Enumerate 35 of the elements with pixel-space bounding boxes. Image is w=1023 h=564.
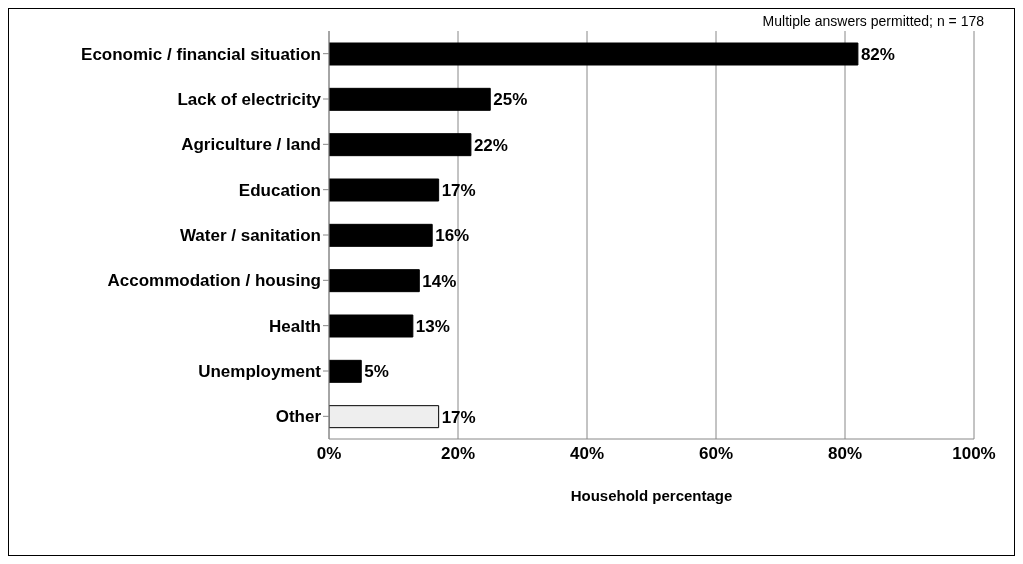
y-tick-label: Accommodation / housing bbox=[107, 271, 321, 291]
x-axis-title: Household percentage bbox=[570, 487, 733, 504]
data-label: 16% bbox=[435, 226, 470, 246]
bar bbox=[329, 314, 414, 338]
x-tick-label: 0% bbox=[316, 444, 342, 464]
x-tick-label: 80% bbox=[827, 444, 863, 464]
y-tick-label: Economic / financial situation bbox=[81, 44, 321, 64]
bar bbox=[329, 133, 472, 157]
x-tick-label: 40% bbox=[569, 444, 605, 464]
data-label: 17% bbox=[441, 181, 476, 200]
data-label: 5% bbox=[364, 362, 389, 382]
y-tick-label: Health bbox=[269, 316, 321, 336]
text: Multiple answers permitted; n = 178 bbox=[762, 13, 984, 29]
bar bbox=[329, 42, 859, 66]
data-label: 25% bbox=[493, 90, 528, 110]
y-tick-label: Other bbox=[275, 407, 322, 427]
bar bbox=[329, 178, 440, 202]
y-tick-label: Water / sanitation bbox=[179, 226, 321, 246]
y-tick-label: Lack of electricity bbox=[177, 90, 322, 110]
bar bbox=[329, 359, 362, 383]
data-label: 22% bbox=[473, 135, 508, 155]
data-label: 17% bbox=[441, 407, 476, 427]
x-tick-label: 20% bbox=[440, 444, 476, 464]
x-tick-label: 60% bbox=[698, 444, 734, 464]
bar bbox=[329, 269, 420, 293]
x-tick-label: 100% bbox=[952, 444, 996, 464]
bar bbox=[329, 405, 440, 429]
bar bbox=[329, 87, 491, 111]
y-tick-label: Unemployment bbox=[198, 362, 322, 382]
data-label: 13% bbox=[415, 317, 450, 336]
data-label: 14% bbox=[422, 271, 457, 291]
data-label: 82% bbox=[860, 45, 895, 64]
y-tick-label: Agriculture / land bbox=[181, 135, 321, 155]
y-tick-label: Education bbox=[238, 180, 321, 200]
bar bbox=[329, 223, 433, 247]
